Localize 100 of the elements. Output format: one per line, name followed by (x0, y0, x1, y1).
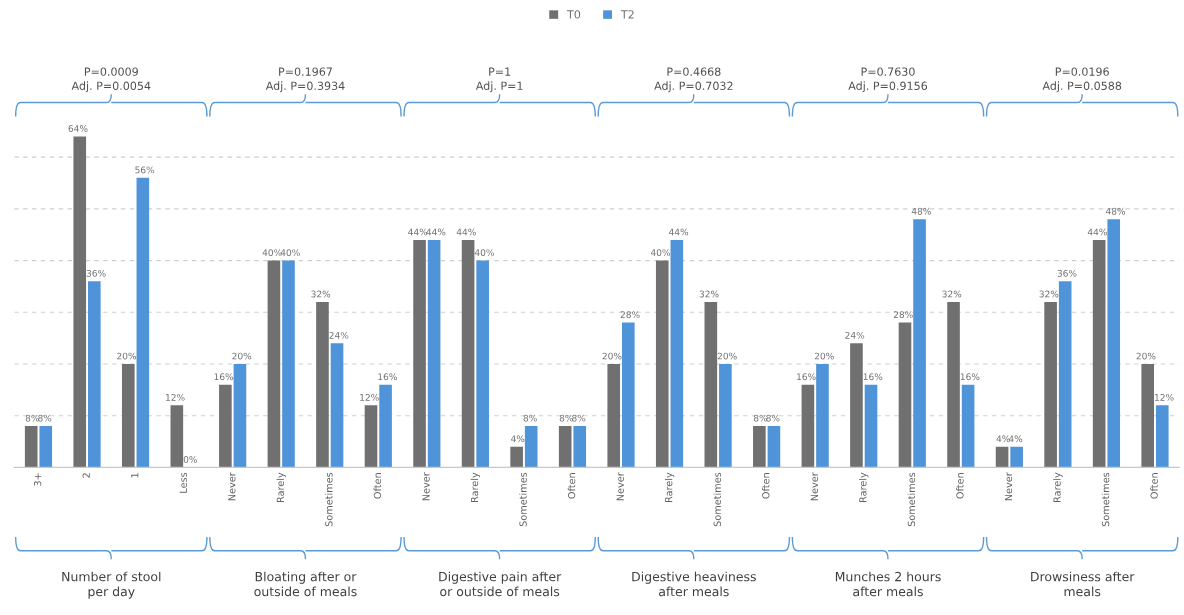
bar (24, 426, 38, 468)
data-label: 8% (753, 414, 768, 422)
bar (364, 405, 378, 468)
x-tick-label: Never (228, 472, 236, 501)
x-tick-label: Rarely (276, 472, 286, 503)
bar (476, 260, 489, 468)
data-label: 32% (311, 290, 331, 298)
text: Bloating after or outside of meals (254, 571, 357, 597)
data-label: 16% (214, 373, 234, 381)
x-tick-label: Sometimes (1101, 472, 1110, 527)
bar (655, 260, 669, 468)
data-label: 4% (511, 435, 525, 443)
data-label: 0% (183, 456, 197, 463)
bar (379, 384, 392, 468)
data-label: 8% (559, 414, 573, 422)
x-tick-label: Often (761, 473, 770, 499)
data-label: 20% (117, 352, 137, 360)
data-label: 20% (814, 352, 834, 360)
text: P=0.7630 Adj. P=0.9156 (848, 67, 928, 93)
x-tick-label: Never (1004, 472, 1013, 501)
data-label: 24% (845, 331, 865, 339)
bar (558, 426, 572, 468)
data-label: 56% (135, 166, 155, 174)
data-label: 40% (474, 249, 494, 257)
data-label: 8% (38, 414, 52, 422)
bar (524, 426, 538, 468)
data-label: 16% (378, 373, 397, 381)
data-label: 40% (280, 249, 300, 257)
x-tick-label: Often (956, 473, 964, 499)
data-label: 64% (68, 125, 88, 132)
data-label: 16% (797, 373, 816, 381)
data-label: 48% (1105, 207, 1126, 215)
data-label: 32% (942, 290, 962, 298)
data-label: 48% (911, 207, 931, 215)
x-tick-label: Less (179, 472, 187, 493)
data-label: 36% (1057, 269, 1077, 277)
bar (607, 363, 621, 468)
bar (801, 384, 815, 468)
bar (1044, 301, 1057, 468)
bar (427, 239, 441, 468)
x-tick-label: Often (567, 473, 576, 499)
text: P=0.0009 Adj. P=0.0054 (71, 67, 151, 93)
x-tick-label: Never (422, 472, 430, 501)
text: Digestive heaviness after meals (632, 571, 756, 597)
data-label: 4% (996, 435, 1010, 443)
bar (573, 426, 587, 468)
bar (621, 322, 635, 468)
text: Munches 2 hours after meals (835, 571, 941, 597)
x-tick-label: Never (616, 472, 624, 501)
data-label: 20% (717, 352, 737, 360)
data-label: 36% (86, 269, 106, 277)
bar (961, 384, 975, 468)
data-label: 16% (960, 373, 980, 381)
x-tick-label: 2 (82, 473, 90, 478)
legend-label: T0 (567, 10, 581, 19)
text: P=0.4668 Adj. P=0.7032 (654, 67, 733, 93)
bar (704, 301, 718, 468)
bar (219, 384, 232, 468)
text: Number of stool per day (62, 571, 161, 599)
bar (1155, 405, 1169, 468)
x-tick-label: Rarely (1053, 472, 1063, 503)
data-label: 32% (1039, 290, 1059, 298)
bar (753, 426, 766, 468)
x-tick-label: Sometimes (713, 472, 721, 527)
bar (330, 343, 344, 468)
bar (461, 239, 475, 468)
x-tick-label: Sometimes (907, 472, 916, 527)
bar (850, 343, 863, 468)
text: P=0.1967 Adj. P=0.3934 (265, 67, 345, 93)
bar (898, 322, 912, 468)
x-tick-label: Often (1150, 473, 1158, 499)
bar (1107, 219, 1121, 468)
x-tick-label: Rarely (859, 472, 869, 503)
x-tick-label: Rarely (470, 472, 481, 503)
bar (913, 219, 926, 468)
bar (816, 363, 829, 468)
data-label: 20% (232, 352, 252, 360)
data-label: 8% (572, 414, 586, 422)
bar (1058, 281, 1072, 468)
bar (73, 136, 87, 468)
bar (121, 363, 135, 468)
x-tick-label: 3+ (33, 473, 42, 486)
bar (1010, 446, 1023, 468)
text: Drowsiness after meals (1031, 571, 1135, 597)
x-tick-label: Sometimes (325, 472, 333, 527)
data-label: 8% (766, 414, 780, 422)
text: P=0.0196 Adj. P=0.0588 (1042, 67, 1122, 93)
bar (995, 446, 1009, 468)
x-tick-label: Never (810, 472, 818, 501)
bar (719, 363, 732, 468)
data-label: 24% (329, 331, 349, 339)
data-label: 12% (166, 394, 185, 401)
bar (413, 239, 426, 468)
bar (864, 384, 878, 468)
text: P=1 Adj. P=1 (475, 67, 523, 93)
data-label: 32% (699, 290, 719, 298)
bar (87, 281, 101, 468)
bar (170, 405, 184, 468)
data-label: 28% (620, 311, 640, 319)
bar (670, 239, 684, 468)
